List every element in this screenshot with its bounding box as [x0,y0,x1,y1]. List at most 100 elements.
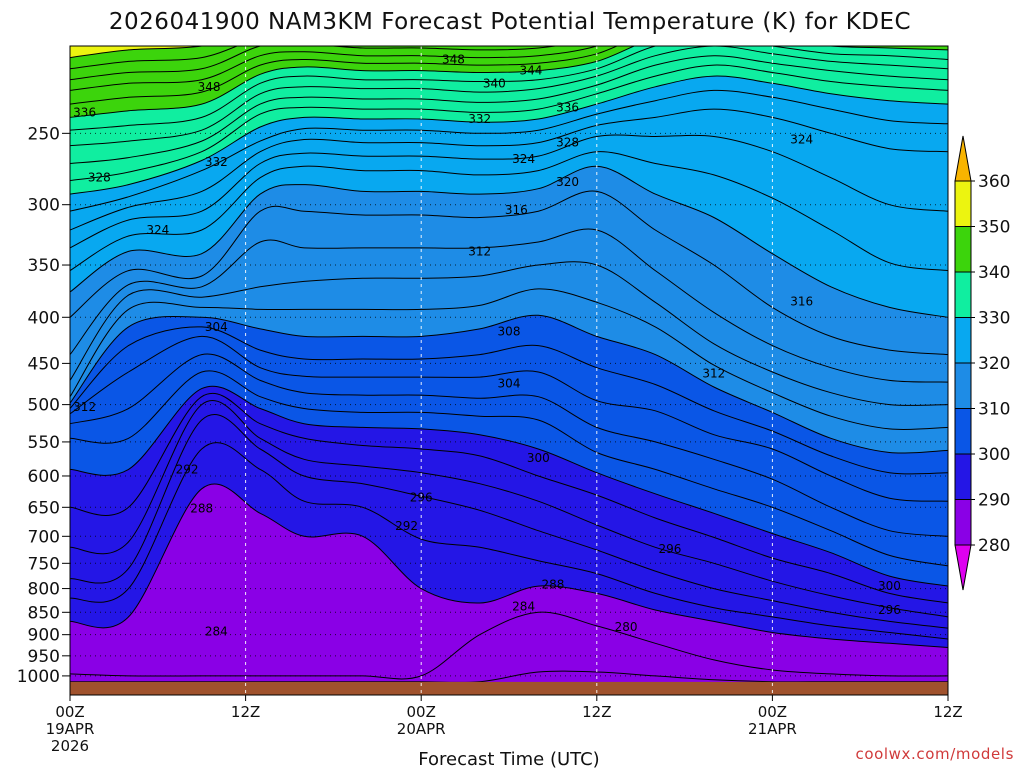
colorbar-label: 340 [978,263,1010,283]
x-axis-label: Forecast Time (UTC) [418,749,599,768]
contour-line-324 [70,108,948,231]
contour-label: 316 [505,203,528,217]
contour-line-328 [70,75,948,195]
contour-label: 284 [205,625,228,639]
contour-label: 292 [176,462,199,476]
colorbar-label: 350 [978,218,1010,238]
contour-label: 344 [519,64,542,78]
contour-line-338 [70,46,948,118]
contour-line-336 [70,46,948,131]
contour-line-340 [70,46,619,105]
contour-line-312 [70,261,948,406]
colorbar-label: 290 [978,491,1010,511]
contour-line-302 [70,353,948,537]
y-tick-label: 900 [28,626,60,646]
contour-line-306 [70,326,948,475]
colorbar-swatch [954,180,972,227]
credit-text: coolwx.com/models [856,745,1015,763]
y-tick-label: 800 [28,580,60,600]
contour-line-292 [70,413,948,629]
contour-line-360 [70,0,948,9]
contour-label: 332 [468,112,491,126]
colorbar-swatch [954,271,972,318]
contour-line-284 [70,611,948,680]
y-tick-label: 850 [28,603,60,623]
contour-line-288 [70,483,948,648]
contour-label: 292 [395,519,418,533]
contour-label: 304 [498,377,521,391]
contour-line-290 [70,442,948,640]
contour-line-298 [70,385,948,587]
ground-layer [70,681,948,695]
contour-label: 312 [73,400,96,414]
y-tick-label: 1000 [17,667,60,687]
colorbar-label: 360 [978,172,1010,192]
contour-line-344 [70,46,560,81]
contour-label: 296 [659,542,682,556]
contour-label: 312 [702,367,725,381]
contour-line-334 [70,46,948,147]
y-tick-label: 400 [28,308,60,328]
y-tick-label: 300 [28,196,60,216]
contour-line-294 [70,400,948,618]
colorbar-bottom-arrow [954,544,972,591]
y-tick-label: 550 [28,433,60,453]
contour-line-346 [70,46,239,70]
band-284 [70,612,948,695]
colorbar-swatch [954,317,972,364]
contour-line-316 [70,190,948,356]
colorbar-top-arrow [954,135,972,182]
colorbar-label: 310 [978,400,1010,420]
x-tick-label: 00Z [758,703,787,721]
colorbar-label: 320 [978,354,1010,374]
contour-label: 348 [442,52,465,66]
y-tick-label: 650 [28,498,60,518]
x-tick-label: 12Z [582,703,611,721]
contour-line-318 [70,165,948,318]
x-tick-label: 12Z [231,703,260,721]
colorbar-swatch [954,226,972,273]
y-tick-label: 950 [28,647,60,667]
contour-label: 296 [410,491,433,505]
x-tick-label: 2026 [51,737,89,755]
contour-label: 328 [88,171,111,185]
contour-label: 296 [878,603,901,617]
colorbar-swatch [954,453,972,500]
y-tick-label: 700 [28,527,60,547]
contour-line-326 [70,89,948,212]
contour-label: 324 [790,133,813,147]
contour-label: 320 [556,175,579,189]
y-tick-label: 500 [28,396,60,416]
contour-label: 336 [73,105,96,119]
colorbar-legend: 280 290 300 310 320 330 340 350 360 [954,135,1010,591]
contour-line-310 [70,288,948,431]
contour-label: 340 [483,76,506,90]
contour-label: 280 [615,620,638,634]
contour-label: 316 [790,294,813,308]
colorbar-swatch [954,362,972,409]
plot-area: 348 348 344 340 336 336 332 332 328 328 324 324 324 3… [69,0,949,696]
y-tick-label: 600 [28,467,60,487]
contour-line-304 [70,335,948,502]
contour-label: 284 [512,600,535,614]
x-tick-label: 00Z [407,703,436,721]
contour-line-332 [70,55,948,164]
contour-label: 300 [878,579,901,593]
colorbar-label: 280 [978,536,1010,556]
contour-label: 304 [205,320,228,334]
contour-label: 328 [556,136,579,150]
contour-label: 288 [541,578,564,592]
contour-line-308 [70,314,948,454]
y-tick-label: 450 [28,354,60,374]
colorbar-swatch [954,499,972,546]
colorbar-label: 300 [978,445,1010,465]
colorbar-label: 330 [978,309,1010,329]
contour-label: 308 [498,325,521,339]
contour-label: 300 [527,451,550,465]
contour-line-330 [70,64,948,181]
contour-field: 348 348 344 340 336 336 332 332 328 328 324 324 324 3… [70,0,948,695]
x-tick-label: 20APR [397,720,446,738]
band-288 [70,483,948,695]
